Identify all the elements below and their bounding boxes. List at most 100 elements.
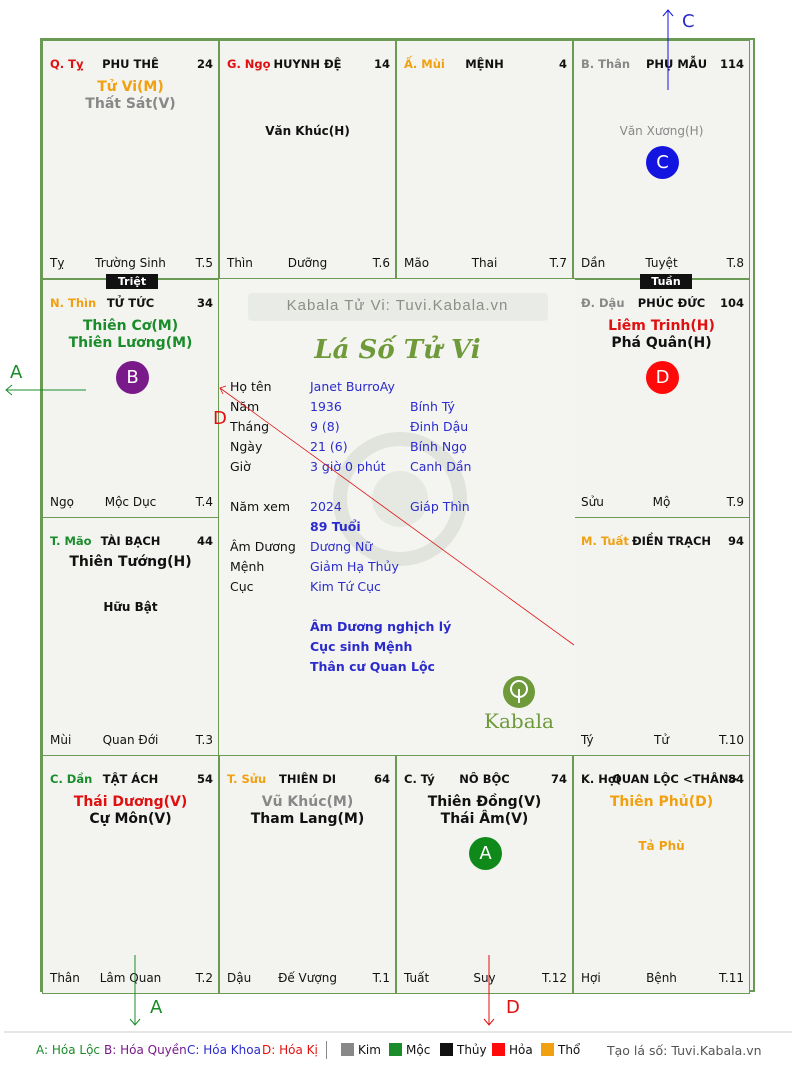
minor-star: Văn Xương(H) xyxy=(619,124,704,138)
legend-label: Thủy xyxy=(457,1043,487,1057)
palace-no-boc: C. Tý NÔ BỘC 74 Thiên Đồng(V) Thái Âm(V)… xyxy=(396,755,573,994)
palace-huynh-de: G. Ngọ HUYNH ĐỆ 14 Văn Khúc(H) Thìn Dưỡn… xyxy=(219,40,396,279)
hoa-swatch-icon xyxy=(492,1043,505,1056)
site-watermark: Kabala Tử Vi: Tuvi.Kabala.vn xyxy=(286,297,509,314)
palace-stage: Quan Đới xyxy=(102,733,159,747)
palace-number: 64 xyxy=(373,772,390,786)
palace-period: T.4 xyxy=(195,495,213,509)
palace-stage: Đế Vượng xyxy=(278,971,337,985)
palace-period: T.5 xyxy=(195,256,213,270)
legend-hoa-ki: D: Hóa Kị xyxy=(262,1043,318,1057)
palace-name: HUYNH ĐỆ xyxy=(273,57,342,71)
legend-hoa-khoa: C: Hóa Khoa xyxy=(187,1043,261,1057)
palace-branch: Mão xyxy=(404,256,430,270)
palace-branch: Mùi xyxy=(50,733,72,747)
palace-stage: Trường Sinh xyxy=(95,256,166,270)
main-star: Thiên Lương(M) xyxy=(68,335,193,351)
label-am-duong: Âm Dương xyxy=(230,539,296,554)
value-year: 1936 xyxy=(310,399,342,414)
label-year: Năm xyxy=(230,399,260,414)
palace-tag: Q. Tỵ xyxy=(50,57,84,71)
kim-swatch-icon xyxy=(341,1043,354,1056)
bagua-watermark-icon xyxy=(333,432,467,566)
palace-branch: Dậu xyxy=(227,971,252,985)
palace-name: THIÊN DI xyxy=(278,772,337,786)
palace-stage: Tuyệt xyxy=(645,256,678,270)
label-view-year: Năm xem xyxy=(230,499,291,514)
kabala-brand: Kabala xyxy=(484,709,554,733)
palace-tag: M. Tuất xyxy=(581,534,629,548)
value-am-duong: Dương Nữ xyxy=(310,539,373,554)
palace-name: PHỤ MẪU xyxy=(645,57,708,71)
value-month-can: Đinh Dậu xyxy=(410,419,469,434)
palace-number: 84 xyxy=(727,772,744,786)
palace-number: 114 xyxy=(719,57,744,71)
value-hour: 3 giờ 0 phút xyxy=(310,459,386,474)
legend-label: Thổ xyxy=(558,1043,581,1057)
palace-stage: Mộc Dục xyxy=(104,495,157,509)
moc-swatch-icon xyxy=(389,1043,402,1056)
palace-phu-the: Q. Tỵ PHU THÊ 24 Tử Vi(M) Thất Sát(V) Tỵ… xyxy=(42,40,219,279)
main-star: Vũ Khúc(M) xyxy=(261,794,354,810)
palace-tag: Đ. Dậu xyxy=(581,296,625,310)
legend-moc: Mộc xyxy=(389,1043,430,1057)
thuy-swatch-icon xyxy=(440,1043,453,1056)
value-month: 9 (8) xyxy=(310,419,340,434)
label-hour: Giờ xyxy=(230,459,251,474)
palace-number: 4 xyxy=(558,57,567,71)
palace-number: 44 xyxy=(196,534,213,548)
label-name: Họ tên xyxy=(230,379,272,394)
palace-period: T.11 xyxy=(719,971,744,985)
palace-number: 94 xyxy=(727,534,744,548)
legend-thuy: Thủy xyxy=(440,1043,487,1057)
label-menh: Mệnh xyxy=(230,559,265,574)
main-star: Thiên Đồng(V) xyxy=(427,794,542,810)
arrow-label-c: C xyxy=(682,11,695,32)
value-age: 89 Tuổi xyxy=(310,519,361,534)
value-day: 21 (6) xyxy=(310,439,348,454)
palace-tag: K. Hợi xyxy=(581,772,620,786)
palace-stage: Tử xyxy=(654,733,669,747)
tuan-badge: Tuần xyxy=(640,274,692,289)
hoa-ki-marker: D xyxy=(646,361,679,394)
palace-branch: Tý xyxy=(581,733,594,747)
palace-stage: Suy xyxy=(473,971,496,985)
palace-period: T.6 xyxy=(372,256,390,270)
legend-hoa-loc: A: Hóa Lộc xyxy=(36,1043,101,1057)
palace-period: T.7 xyxy=(549,256,567,270)
palace-phu-mau: B. Thân PHỤ MẪU 114 Văn Xương(H) C Dần T… xyxy=(573,40,750,279)
palace-stage: Lâm Quan xyxy=(99,971,162,985)
palace-stage: Dưỡng xyxy=(287,256,328,270)
palace-thien-di: T. Sửu THIÊN DI 64 Vũ Khúc(M) Tham Lang(… xyxy=(219,755,396,994)
palace-name: PHU THÊ xyxy=(102,57,159,71)
label-day: Ngày xyxy=(230,439,263,454)
palace-name: QUAN LỘC <THÂN> xyxy=(612,772,739,786)
arrow-label-a: A xyxy=(10,362,23,383)
triet-badge: Triệt xyxy=(106,274,158,289)
note: Cục sinh Mệnh xyxy=(310,639,413,654)
arrow-label-d: D xyxy=(506,997,520,1018)
palace-branch: Hợi xyxy=(581,971,601,985)
main-star: Thái Âm(V) xyxy=(440,811,529,827)
palace-name: NÔ BỘC xyxy=(459,772,510,786)
palace-tu-tuc: N. Thìn TỬ TỨC 34 Thiên Cơ(M) Thiên Lươn… xyxy=(42,279,219,518)
main-star: Tử Vi(M) xyxy=(97,79,164,95)
legend-site-link[interactable]: Tạo lá số: Tuvi.Kabala.vn xyxy=(607,1043,762,1058)
main-star: Liêm Trinh(H) xyxy=(608,318,715,334)
value-day-can: Bính Ngọ xyxy=(410,439,467,454)
palace-stage: Bệnh xyxy=(646,971,677,985)
palace-period: T.2 xyxy=(195,971,213,985)
palace-tat-ach: C. Dần TẬT ÁCH 54 Thái Dương(V) Cự Môn(V… xyxy=(42,755,219,994)
value-hour-can: Canh Dần xyxy=(410,459,472,474)
palace-tag: G. Ngọ xyxy=(227,57,271,71)
label-cuc: Cục xyxy=(230,579,254,594)
chart-title: Lá Số Tử Vi xyxy=(314,335,481,365)
palace-stage: Thai xyxy=(471,256,498,270)
main-star: Thất Sát(V) xyxy=(85,96,176,112)
value-year-can: Bính Tý xyxy=(410,399,455,414)
legend-hoa: Hỏa xyxy=(492,1043,533,1057)
palace-tag: T. Sửu xyxy=(227,772,267,786)
palace-tag: N. Thìn xyxy=(50,296,97,310)
main-star: Thiên Cơ(M) xyxy=(82,318,179,334)
